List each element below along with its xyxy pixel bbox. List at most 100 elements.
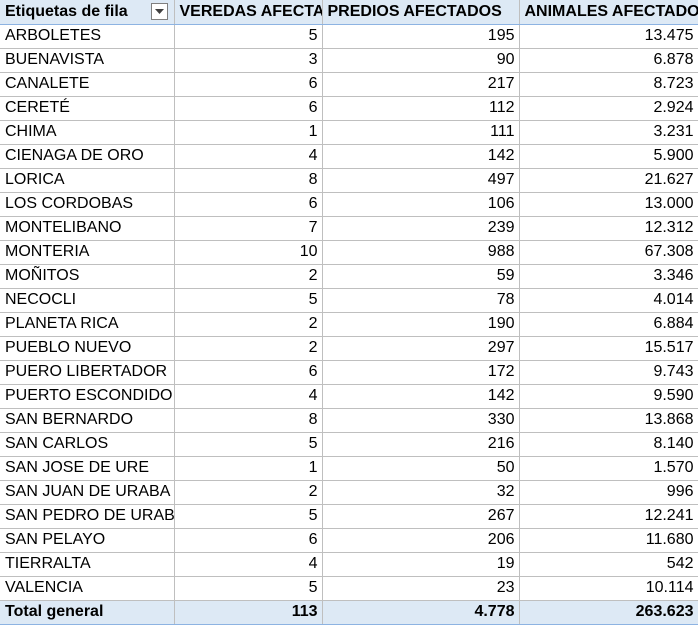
predios-cell[interactable]: 142 — [322, 384, 520, 409]
animales-cell[interactable]: 6.878 — [519, 48, 698, 73]
animales-cell[interactable]: 542 — [519, 552, 698, 577]
row-label-cell[interactable]: CIENAGA DE ORO — [0, 144, 175, 169]
predios-cell[interactable]: 23 — [322, 576, 520, 601]
veredas-cell[interactable]: 2 — [174, 312, 323, 337]
animales-cell[interactable]: 13.868 — [519, 408, 698, 433]
veredas-cell[interactable]: 2 — [174, 480, 323, 505]
animales-cell[interactable]: 12.241 — [519, 504, 698, 529]
veredas-cell[interactable]: 1 — [174, 456, 323, 481]
veredas-cell[interactable]: 5 — [174, 504, 323, 529]
predios-cell[interactable]: 195 — [322, 24, 520, 49]
predios-cell[interactable]: 267 — [322, 504, 520, 529]
predios-cell[interactable]: 112 — [322, 96, 520, 121]
header-veredas[interactable]: VEREDAS AFECTADAS — [174, 0, 323, 25]
predios-cell[interactable]: 172 — [322, 360, 520, 385]
veredas-cell[interactable]: 6 — [174, 72, 323, 97]
veredas-cell[interactable]: 6 — [174, 360, 323, 385]
row-label-cell[interactable]: LOS CORDOBAS — [0, 192, 175, 217]
predios-cell[interactable]: 19 — [322, 552, 520, 577]
veredas-cell[interactable]: 5 — [174, 24, 323, 49]
veredas-cell[interactable]: 8 — [174, 408, 323, 433]
animales-cell[interactable]: 67.308 — [519, 240, 698, 265]
total-predios[interactable]: 4.778 — [322, 599, 520, 625]
animales-cell[interactable]: 8.140 — [519, 432, 698, 457]
predios-cell[interactable]: 217 — [322, 72, 520, 97]
total-animales[interactable]: 263.623 — [519, 599, 698, 625]
row-label-cell[interactable]: SAN CARLOS — [0, 432, 175, 457]
row-label-cell[interactable]: PLANETA RICA — [0, 312, 175, 337]
animales-cell[interactable]: 8.723 — [519, 72, 698, 97]
predios-cell[interactable]: 497 — [322, 168, 520, 193]
predios-cell[interactable]: 50 — [322, 456, 520, 481]
animales-cell[interactable]: 6.884 — [519, 312, 698, 337]
row-label-cell[interactable]: MONTERIA — [0, 240, 175, 265]
animales-cell[interactable]: 15.517 — [519, 336, 698, 361]
animales-cell[interactable]: 3.231 — [519, 120, 698, 145]
animales-cell[interactable]: 10.114 — [519, 576, 698, 601]
animales-cell[interactable]: 5.900 — [519, 144, 698, 169]
row-label-cell[interactable]: PUERTO ESCONDIDO — [0, 384, 175, 409]
row-label-cell[interactable]: SAN PELAYO — [0, 528, 175, 553]
animales-cell[interactable]: 11.680 — [519, 528, 698, 553]
veredas-cell[interactable]: 5 — [174, 576, 323, 601]
predios-cell[interactable]: 59 — [322, 264, 520, 289]
total-label[interactable]: Total general — [0, 599, 175, 625]
animales-cell[interactable]: 9.743 — [519, 360, 698, 385]
total-veredas[interactable]: 113 — [174, 599, 323, 625]
row-label-cell[interactable]: ARBOLETES — [0, 24, 175, 49]
veredas-cell[interactable]: 5 — [174, 288, 323, 313]
row-label-cell[interactable]: SAN JOSE DE URE — [0, 456, 175, 481]
veredas-cell[interactable]: 4 — [174, 144, 323, 169]
predios-cell[interactable]: 106 — [322, 192, 520, 217]
veredas-cell[interactable]: 6 — [174, 528, 323, 553]
row-label-cell[interactable]: PUERO LIBERTADOR — [0, 360, 175, 385]
animales-cell[interactable]: 13.000 — [519, 192, 698, 217]
predios-cell[interactable]: 142 — [322, 144, 520, 169]
animales-cell[interactable]: 2.924 — [519, 96, 698, 121]
predios-cell[interactable]: 239 — [322, 216, 520, 241]
predios-cell[interactable]: 90 — [322, 48, 520, 73]
predios-cell[interactable]: 206 — [322, 528, 520, 553]
predios-cell[interactable]: 190 — [322, 312, 520, 337]
predios-cell[interactable]: 216 — [322, 432, 520, 457]
animales-cell[interactable]: 4.014 — [519, 288, 698, 313]
predios-cell[interactable]: 111 — [322, 120, 520, 145]
veredas-cell[interactable]: 3 — [174, 48, 323, 73]
veredas-cell[interactable]: 1 — [174, 120, 323, 145]
animales-cell[interactable]: 21.627 — [519, 168, 698, 193]
veredas-cell[interactable]: 2 — [174, 336, 323, 361]
header-animales[interactable]: ANIMALES AFECTADOS — [519, 0, 698, 25]
animales-cell[interactable]: 1.570 — [519, 456, 698, 481]
animales-cell[interactable]: 9.590 — [519, 384, 698, 409]
row-label-cell[interactable]: MONTELIBANO — [0, 216, 175, 241]
row-label-cell[interactable]: SAN JUAN DE URABA — [0, 480, 175, 505]
veredas-cell[interactable]: 5 — [174, 432, 323, 457]
predios-cell[interactable]: 330 — [322, 408, 520, 433]
row-label-cell[interactable]: LORICA — [0, 168, 175, 193]
predios-cell[interactable]: 32 — [322, 480, 520, 505]
row-label-cell[interactable]: SAN BERNARDO — [0, 408, 175, 433]
animales-cell[interactable]: 12.312 — [519, 216, 698, 241]
filter-dropdown-icon[interactable] — [150, 3, 168, 21]
predios-cell[interactable]: 297 — [322, 336, 520, 361]
row-label-cell[interactable]: CERETÉ — [0, 96, 175, 121]
row-label-cell[interactable]: CHIMA — [0, 120, 175, 145]
animales-cell[interactable]: 13.475 — [519, 24, 698, 49]
veredas-cell[interactable]: 6 — [174, 192, 323, 217]
header-predios[interactable]: PREDIOS AFECTADOS — [322, 0, 520, 25]
row-label-cell[interactable]: VALENCIA — [0, 576, 175, 601]
row-label-cell[interactable]: MOÑITOS — [0, 264, 175, 289]
veredas-cell[interactable]: 4 — [174, 384, 323, 409]
veredas-cell[interactable]: 7 — [174, 216, 323, 241]
veredas-cell[interactable]: 8 — [174, 168, 323, 193]
animales-cell[interactable]: 996 — [519, 480, 698, 505]
veredas-cell[interactable]: 2 — [174, 264, 323, 289]
row-label-cell[interactable]: BUENAVISTA — [0, 48, 175, 73]
animales-cell[interactable]: 3.346 — [519, 264, 698, 289]
row-label-cell[interactable]: NECOCLI — [0, 288, 175, 313]
row-label-cell[interactable]: PUEBLO NUEVO — [0, 336, 175, 361]
row-label-cell[interactable]: CANALETE — [0, 72, 175, 97]
veredas-cell[interactable]: 4 — [174, 552, 323, 577]
row-label-cell[interactable]: SAN PEDRO DE URABA — [0, 504, 175, 529]
veredas-cell[interactable]: 6 — [174, 96, 323, 121]
